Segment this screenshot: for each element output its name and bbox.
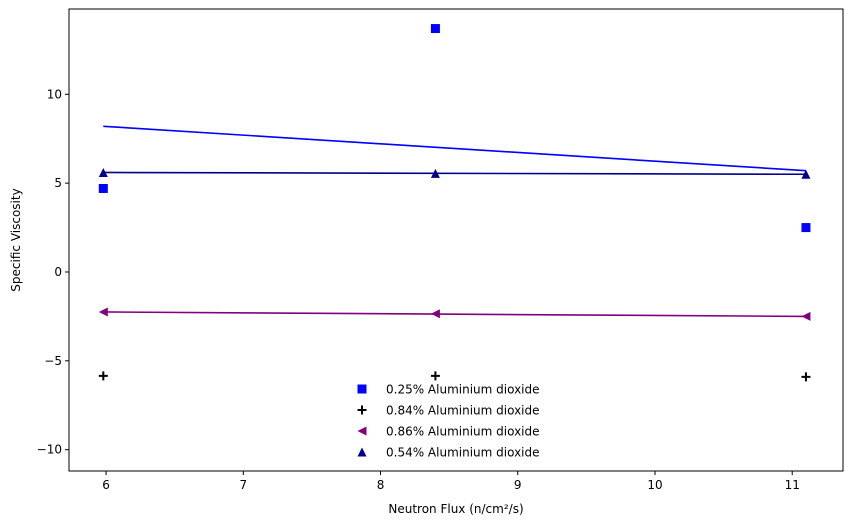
data-point-series-0 — [801, 223, 811, 233]
plot-frame — [68, 8, 844, 472]
y-tick-label: −10 — [37, 443, 62, 457]
data-point-series-1 — [430, 371, 440, 381]
data-point-series-2 — [98, 307, 108, 317]
fit-lines — [103, 125, 806, 318]
x-axis-label: Neutron Flux (n/cm²/s) — [388, 502, 523, 516]
x-tick-label: 7 — [239, 478, 247, 492]
legend-entry-1: 0.84% Aluminium dioxide — [386, 404, 540, 418]
x-axis: 6 7 8 9 10 11 — [102, 471, 800, 492]
y-tick-label: 10 — [47, 87, 62, 101]
data-point-series-2 — [801, 311, 811, 321]
fit-line-series-0 — [103, 125, 806, 172]
y-tick-label: −5 — [44, 354, 62, 368]
fit-line-series-3 — [103, 171, 806, 176]
legend-marker-1 — [357, 405, 367, 415]
legend: 0.25% Aluminium dioxide 0.84% Aluminium d… — [357, 383, 540, 460]
legend-marker-3 — [357, 447, 367, 457]
fit-line-series-2 — [103, 311, 806, 318]
data-point-series-1 — [801, 372, 811, 382]
data-point-series-3 — [98, 167, 108, 177]
x-tick-label: 9 — [514, 478, 522, 492]
legend-entry-2: 0.86% Aluminium dioxide — [386, 425, 540, 439]
x-tick-label: 10 — [647, 478, 662, 492]
legend-marker-0 — [357, 384, 367, 394]
x-tick-label: 11 — [785, 478, 800, 492]
y-axis-label: Specific Viscosity — [9, 188, 23, 291]
data-point-series-3 — [430, 168, 440, 178]
data-point-series-2 — [430, 309, 440, 319]
legend-marker-2 — [357, 426, 367, 436]
x-tick-label: 6 — [102, 478, 110, 492]
legend-entry-3: 0.54% Aluminium dioxide — [386, 446, 540, 460]
data-point-series-1 — [98, 371, 108, 381]
data-points — [98, 24, 811, 382]
data-point-series-3 — [801, 169, 811, 179]
data-point-series-0 — [98, 183, 108, 193]
data-point-series-0 — [430, 24, 440, 34]
y-axis: −10 −5 0 5 10 — [37, 87, 69, 457]
legend-entry-0: 0.25% Aluminium dioxide — [386, 383, 540, 397]
y-tick-label: 0 — [54, 265, 62, 279]
x-tick-label: 8 — [377, 478, 385, 492]
y-tick-label: 5 — [54, 176, 62, 190]
